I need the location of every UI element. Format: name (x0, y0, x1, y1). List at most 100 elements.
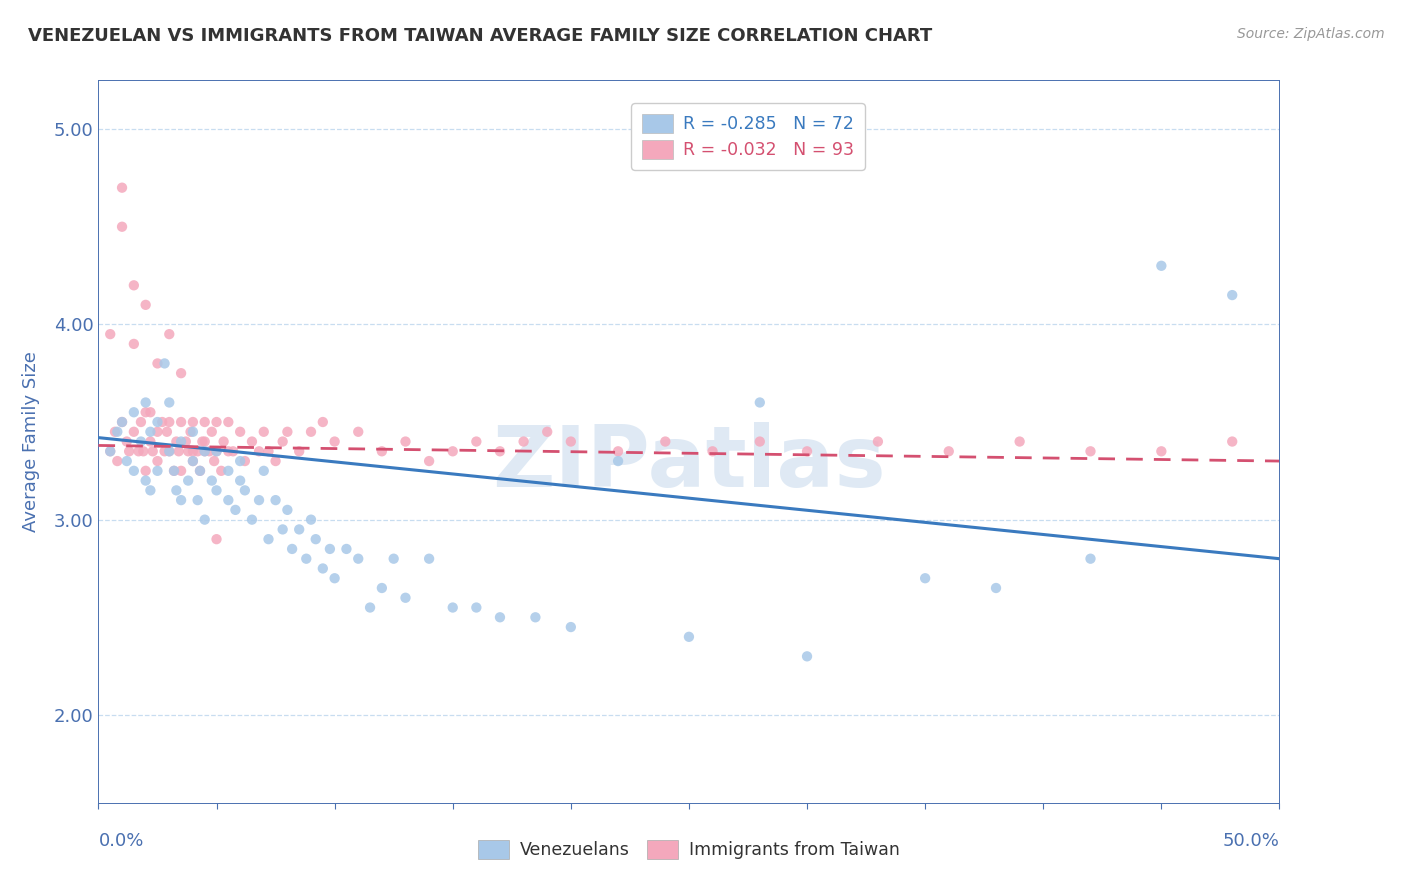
Point (118, 444, 141, 458)
Point (177, 444, 200, 458)
Point (194, 444, 217, 458)
Point (105, 454, 128, 468)
Point (271, 523, 294, 537)
Point (938, 444, 960, 458)
Point (914, 571, 936, 585)
Point (654, 434, 676, 449)
Point (104, 425, 127, 439)
Point (181, 454, 204, 468)
Point (132, 444, 155, 458)
Point (418, 551, 440, 566)
Point (222, 444, 245, 458)
Point (702, 444, 724, 458)
Point (1220, 288, 1243, 302)
Point (167, 444, 190, 458)
Point (146, 454, 169, 468)
Point (240, 513, 263, 527)
Point (146, 415, 169, 429)
Point (201, 474, 224, 488)
Point (202, 454, 225, 468)
Point (748, 395, 770, 409)
Point (312, 415, 335, 429)
Point (115, 454, 138, 468)
Point (305, 532, 328, 546)
Point (347, 425, 370, 439)
Point (157, 395, 180, 409)
Point (122, 405, 145, 419)
Point (129, 434, 152, 449)
Point (170, 366, 193, 380)
Point (146, 356, 169, 370)
Point (98, 444, 121, 458)
Point (678, 630, 700, 644)
Point (359, 600, 381, 615)
Point (194, 444, 217, 458)
Point (1080, 551, 1102, 566)
Point (281, 541, 304, 556)
Point (170, 434, 193, 449)
Point (217, 493, 239, 508)
Point (748, 434, 770, 449)
Point (122, 464, 145, 478)
Point (115, 434, 138, 449)
Point (560, 620, 582, 634)
Point (194, 434, 217, 449)
Text: 50.0%: 50.0% (1223, 831, 1279, 850)
Point (984, 581, 1007, 595)
Text: ZIPatlas: ZIPatlas (492, 422, 886, 505)
Point (201, 425, 224, 439)
Point (153, 356, 176, 370)
Point (157, 444, 180, 458)
Point (139, 483, 162, 498)
Point (217, 464, 239, 478)
Point (299, 425, 322, 439)
Point (129, 415, 152, 429)
Point (323, 571, 346, 585)
Point (98, 444, 121, 458)
Point (264, 454, 287, 468)
Point (135, 474, 157, 488)
Point (139, 425, 162, 439)
Point (536, 425, 558, 439)
Point (288, 523, 311, 537)
Point (135, 395, 157, 409)
Point (524, 610, 547, 624)
Point (233, 483, 256, 498)
Point (122, 337, 145, 351)
Point (489, 444, 512, 458)
Point (796, 444, 818, 458)
Point (264, 493, 287, 508)
Point (607, 444, 630, 458)
Point (276, 425, 298, 439)
Point (276, 503, 298, 517)
Point (177, 474, 200, 488)
Point (187, 444, 209, 458)
Point (191, 434, 214, 449)
Point (150, 415, 173, 429)
Point (111, 415, 134, 429)
Point (194, 513, 217, 527)
Point (394, 591, 416, 605)
Point (146, 464, 169, 478)
Point (198, 444, 221, 458)
Point (146, 425, 169, 439)
Point (1008, 434, 1031, 449)
Point (142, 444, 165, 458)
Point (418, 454, 440, 468)
Point (209, 464, 232, 478)
Point (181, 425, 204, 439)
Point (796, 649, 818, 664)
Point (217, 444, 239, 458)
Point (299, 513, 322, 527)
Point (205, 415, 228, 429)
Point (187, 493, 209, 508)
Point (257, 444, 280, 458)
Point (174, 434, 197, 449)
Point (1080, 444, 1102, 458)
Point (170, 415, 193, 429)
Point (489, 610, 512, 624)
Point (163, 464, 186, 478)
Point (323, 434, 346, 449)
Point (371, 581, 394, 595)
Point (194, 415, 217, 429)
